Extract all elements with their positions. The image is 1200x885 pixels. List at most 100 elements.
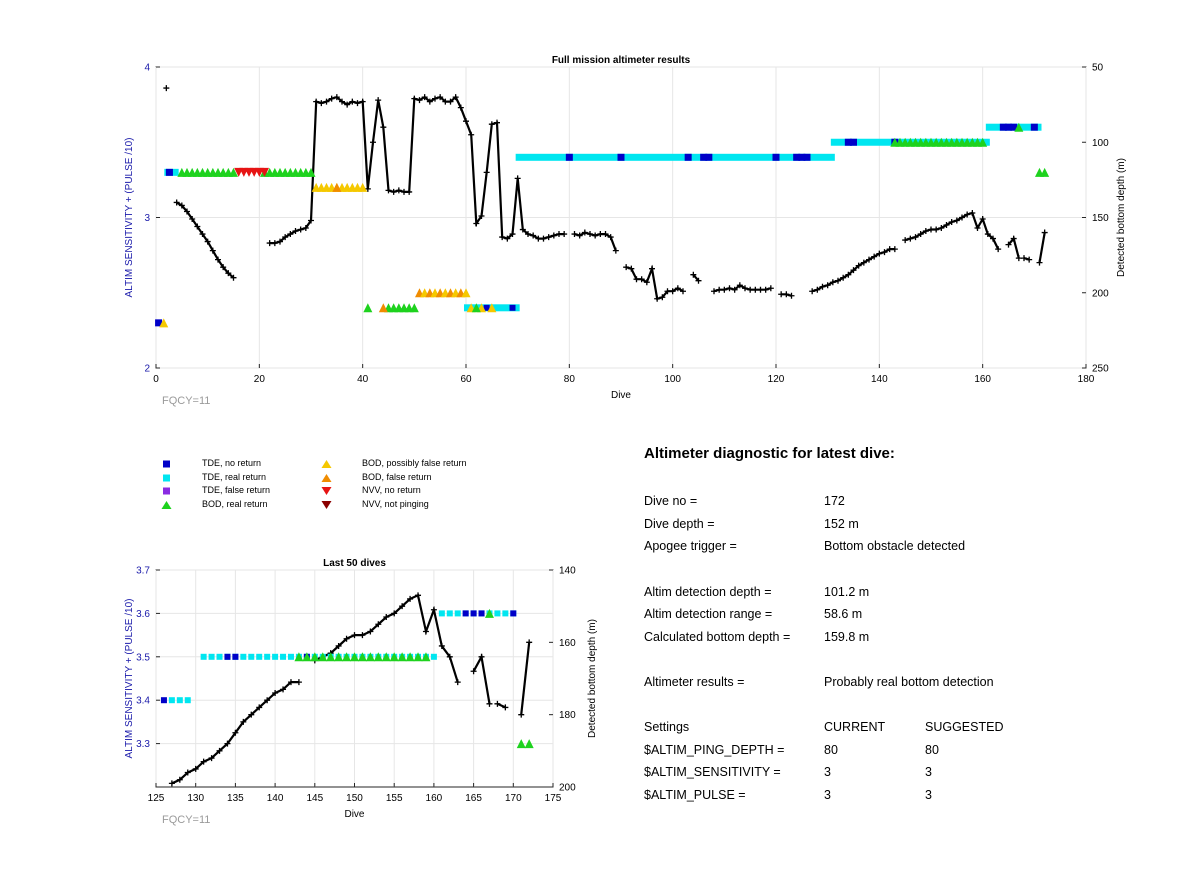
depth-point <box>473 220 480 227</box>
depth-point <box>912 234 919 241</box>
depth-point <box>457 104 464 111</box>
depth-point <box>499 234 506 241</box>
x-tick-label: 160 <box>974 374 991 385</box>
marker-square <box>155 319 163 327</box>
depth-point <box>416 97 423 104</box>
depth-point <box>287 231 294 238</box>
depth-point <box>581 229 588 236</box>
bottom-chart-fqcy: FQCY=11 <box>162 814 210 826</box>
depth-point <box>411 95 418 102</box>
marker-triangle-up <box>326 652 336 662</box>
depth-point <box>343 635 350 642</box>
depth-point <box>829 279 836 286</box>
bottom-chart-title: Last 50 dives <box>323 558 386 569</box>
depth-point <box>502 704 509 711</box>
marker-square <box>287 653 294 660</box>
depth-point <box>359 98 366 105</box>
depth-point <box>995 246 1002 253</box>
y-tick-label: 3.4 <box>136 696 150 707</box>
depth-point <box>984 231 991 238</box>
depth-point <box>587 231 593 238</box>
value: 58.6 m <box>824 607 863 621</box>
diagnostic-title: Altimeter diagnostic for latest dive: <box>644 445 895 462</box>
y-right-tick-label: 100 <box>1092 138 1109 149</box>
suggested-header: SUGGESTED <box>925 720 1004 734</box>
depth-point <box>313 98 320 105</box>
marker-square <box>617 153 625 161</box>
depth-point <box>783 291 790 298</box>
depth-point <box>938 225 945 232</box>
depth-point <box>612 247 619 254</box>
depth-point <box>383 614 390 621</box>
current-value: 3 <box>824 788 831 802</box>
depth-line <box>176 201 235 279</box>
marker-square <box>470 610 477 617</box>
marker-square <box>1005 123 1012 131</box>
x-tick-label: 165 <box>465 793 482 804</box>
depth-point <box>659 294 666 301</box>
marker-square <box>684 153 692 161</box>
depth-point <box>623 264 630 271</box>
depth-point <box>860 259 867 266</box>
depth-point <box>845 271 852 278</box>
marker-square <box>565 153 573 161</box>
y-right-tick-label: 180 <box>559 710 576 721</box>
depth-point <box>375 97 382 104</box>
depth-point <box>643 279 650 286</box>
depth-point <box>344 101 351 108</box>
depth-point <box>454 679 461 686</box>
x-tick-label: 120 <box>768 374 785 385</box>
depth-point <box>953 217 960 224</box>
depth-point <box>530 232 537 239</box>
marker-triangle-up <box>306 167 316 177</box>
marker-triangle-up <box>471 303 481 313</box>
depth-point <box>230 274 237 281</box>
depth-point <box>1015 255 1022 262</box>
marker-square <box>232 653 239 660</box>
depth-point <box>488 121 495 128</box>
depth-point <box>628 265 635 272</box>
legend-label: NVV, no return <box>362 485 421 496</box>
depth-point <box>866 256 872 263</box>
marker-square <box>478 610 485 617</box>
x-tick-label: 160 <box>426 793 443 804</box>
x-tick-label: 80 <box>564 374 576 385</box>
legend-label: BOD, false return <box>362 471 432 482</box>
depth-point <box>922 228 929 235</box>
depth-point <box>561 231 568 238</box>
label: Altim detection range = <box>644 607 773 621</box>
depth-point <box>391 610 398 617</box>
depth-point <box>494 700 501 707</box>
marker-square <box>502 610 509 617</box>
depth-point <box>323 98 330 105</box>
depth-point <box>933 226 940 233</box>
depth-point <box>881 249 888 256</box>
top-chart-depth-lines <box>163 85 1048 302</box>
depth-point <box>964 211 971 218</box>
depth-point <box>550 232 557 239</box>
depth-point <box>351 632 358 639</box>
marker-triangle-up <box>381 652 391 662</box>
value: 159.8 m <box>824 630 870 644</box>
depth-point <box>297 226 304 233</box>
marker-square <box>494 610 501 617</box>
depth-point <box>240 718 247 725</box>
y-tick-label: 3.6 <box>136 609 150 620</box>
y-tick-label: 3.7 <box>136 566 150 577</box>
depth-point <box>380 124 387 131</box>
marker-square <box>509 304 516 311</box>
depth-point <box>204 238 211 245</box>
depth-point <box>163 85 170 92</box>
depth-point <box>447 98 454 105</box>
suggested-value: 3 <box>925 765 932 779</box>
current-value: 3 <box>824 765 831 779</box>
square-icon <box>163 460 170 468</box>
depth-point <box>302 225 309 232</box>
depth-point <box>576 232 583 239</box>
top-chart-axes: 0 20 40 60 80 100 120 140 160 180 2 3 4 50 100 150 200 25… <box>144 63 1109 386</box>
depth-point <box>442 98 449 105</box>
depth-point <box>463 118 469 125</box>
depth-point <box>367 628 374 635</box>
depth-point <box>654 295 661 302</box>
